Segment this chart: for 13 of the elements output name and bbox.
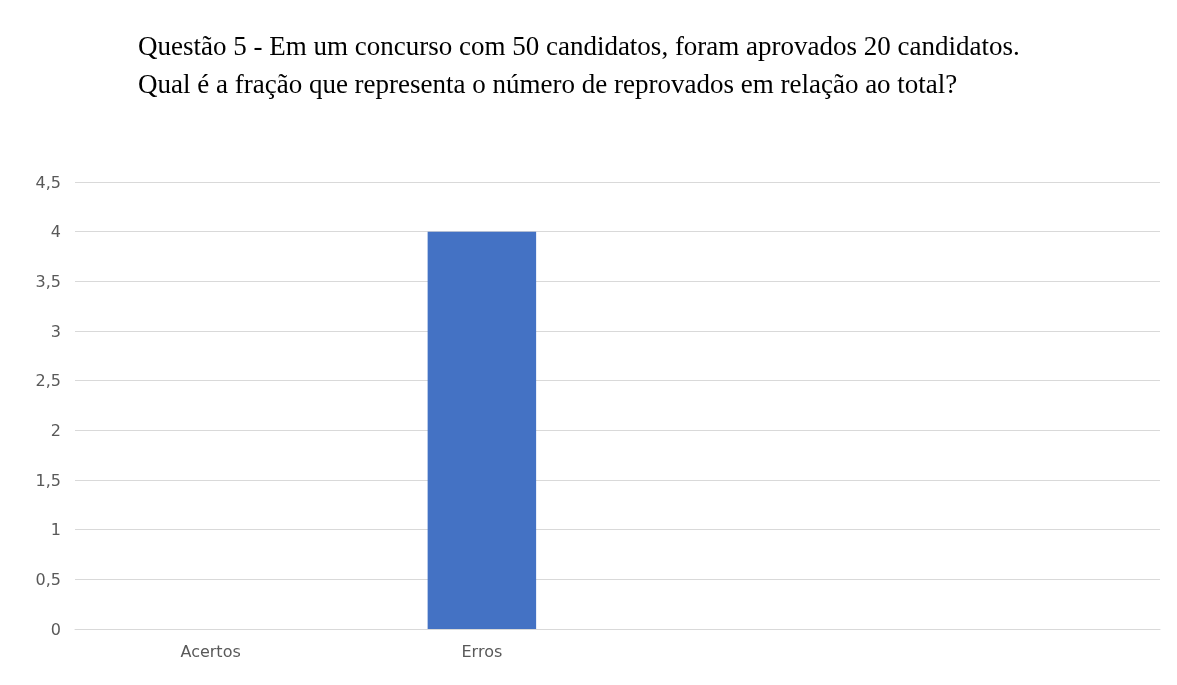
y-tick-label: 2,5 — [35, 371, 61, 391]
y-tick-label: 0,5 — [35, 569, 61, 589]
y-tick-label: 4 — [50, 222, 61, 242]
y-tick-label: 2 — [50, 420, 61, 440]
y-tick-label: 1 — [50, 520, 61, 540]
y-tick-label: 3,5 — [35, 271, 61, 291]
x-tick-label: Acertos — [180, 641, 241, 661]
chart-title: Questão 5 - Em um concurso com 50 candidatos, foram aprovados 20 candidatos. Qual é a fração que representa o número de reprovados em relação ao total? — [138, 31, 1027, 99]
y-tick-label: 0 — [50, 619, 61, 639]
y-tick-label: 4,5 — [35, 172, 61, 192]
y-tick-label: 3 — [50, 321, 61, 341]
x-tick-label: Erros — [461, 641, 503, 661]
y-tick-label: 1,5 — [35, 470, 61, 490]
